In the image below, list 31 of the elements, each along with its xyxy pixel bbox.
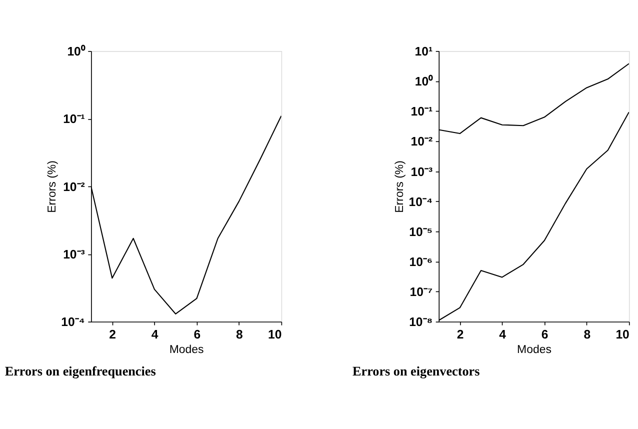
y-tick-label: 10⁻¹ (410, 104, 433, 119)
y-tick-label: 10⁻⁶ (409, 254, 433, 269)
x-tick-label: 8 (584, 327, 591, 342)
x-tick-label: 10 (616, 327, 630, 342)
x-tick-label: 4 (151, 327, 158, 342)
y-tick-label: 10⁰ (67, 44, 86, 59)
x-tick-label: 10 (268, 327, 282, 342)
x-axis-title: Modes (169, 344, 204, 356)
y-tick-label: 10⁻⁸ (409, 315, 433, 330)
y-tick-label: 10⁻³ (63, 247, 85, 262)
x-tick-label: 2 (109, 327, 116, 342)
x-tick-label: 4 (499, 327, 506, 342)
x-tick-label: 6 (194, 327, 201, 342)
y-tick-label: 10⁻⁴ (61, 315, 85, 330)
y-tick-label: 10⁻² (63, 180, 85, 194)
text: Errors on eigenfrequencies (4, 364, 156, 379)
x-tick-label: 6 (541, 327, 548, 342)
x-tick-label: 8 (236, 327, 243, 342)
y-tick-label: 10⁻⁴ (408, 194, 433, 209)
y-axis-title: Errors (%) (46, 160, 58, 213)
y-tick-label: 10⁻⁷ (410, 285, 433, 300)
y-tick-label: 10¹ (414, 44, 433, 59)
text: Errors on eigenvectors (352, 364, 480, 379)
y-tick-label: 10⁰ (414, 74, 434, 89)
y-tick-label: 10⁻³ (410, 164, 433, 179)
x-axis-title: Modes (517, 344, 552, 356)
y-axis-title: Errors (%) (394, 160, 406, 213)
x-tick-label: 2 (456, 327, 464, 342)
y-tick-label: 10⁻¹ (63, 112, 85, 126)
y-tick-label: 10⁻⁵ (409, 224, 433, 239)
y-tick-label: 10⁻² (410, 134, 433, 149)
